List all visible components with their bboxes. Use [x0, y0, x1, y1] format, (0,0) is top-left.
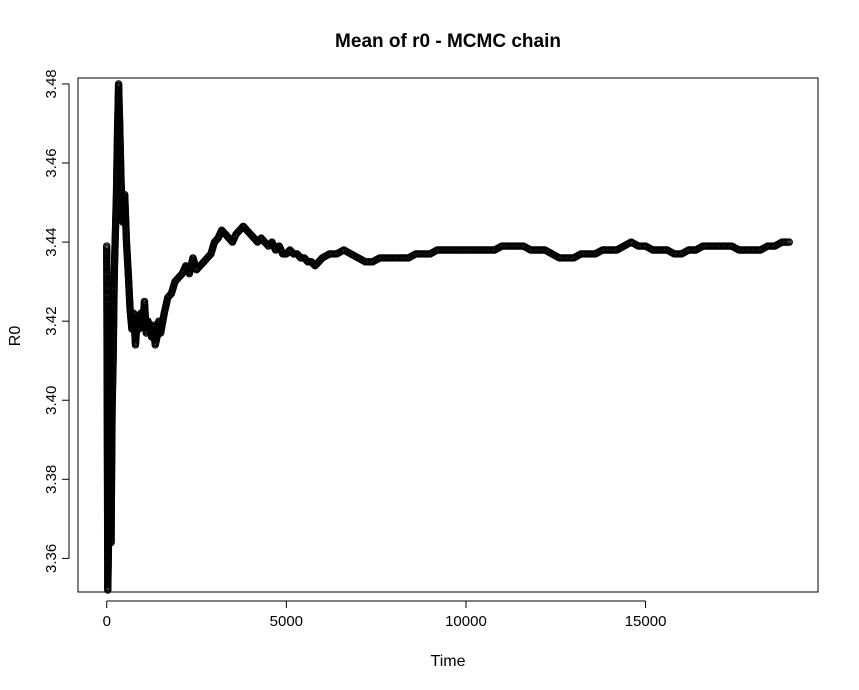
- x-tick-label: 5000: [270, 613, 303, 630]
- y-tick-label: 3.44: [43, 227, 60, 256]
- plot-frame: [77, 77, 819, 593]
- x-axis: 0 5000 10000 15000: [103, 600, 667, 630]
- data-point: [785, 238, 793, 246]
- y-tick-label: 3.36: [43, 544, 60, 573]
- x-axis-label: Time: [431, 653, 466, 670]
- x-tick-label: 15000: [625, 613, 667, 630]
- y-tick-label: 3.40: [43, 386, 60, 415]
- data-points: [103, 80, 793, 594]
- y-tick-label: 3.48: [43, 69, 60, 98]
- x-tick-label: 0: [103, 613, 111, 630]
- y-tick-label: 3.38: [43, 465, 60, 494]
- x-tick-label: 10000: [445, 613, 487, 630]
- y-axis: 3.36 3.38 3.40 3.42 3.44 3.46 3.48: [43, 69, 70, 573]
- chart-title: Mean of r0 - MCMC chain: [335, 31, 561, 52]
- y-tick-label: 3.46: [43, 148, 60, 177]
- y-axis-label: R0: [7, 326, 24, 347]
- y-tick-label: 3.42: [43, 307, 60, 336]
